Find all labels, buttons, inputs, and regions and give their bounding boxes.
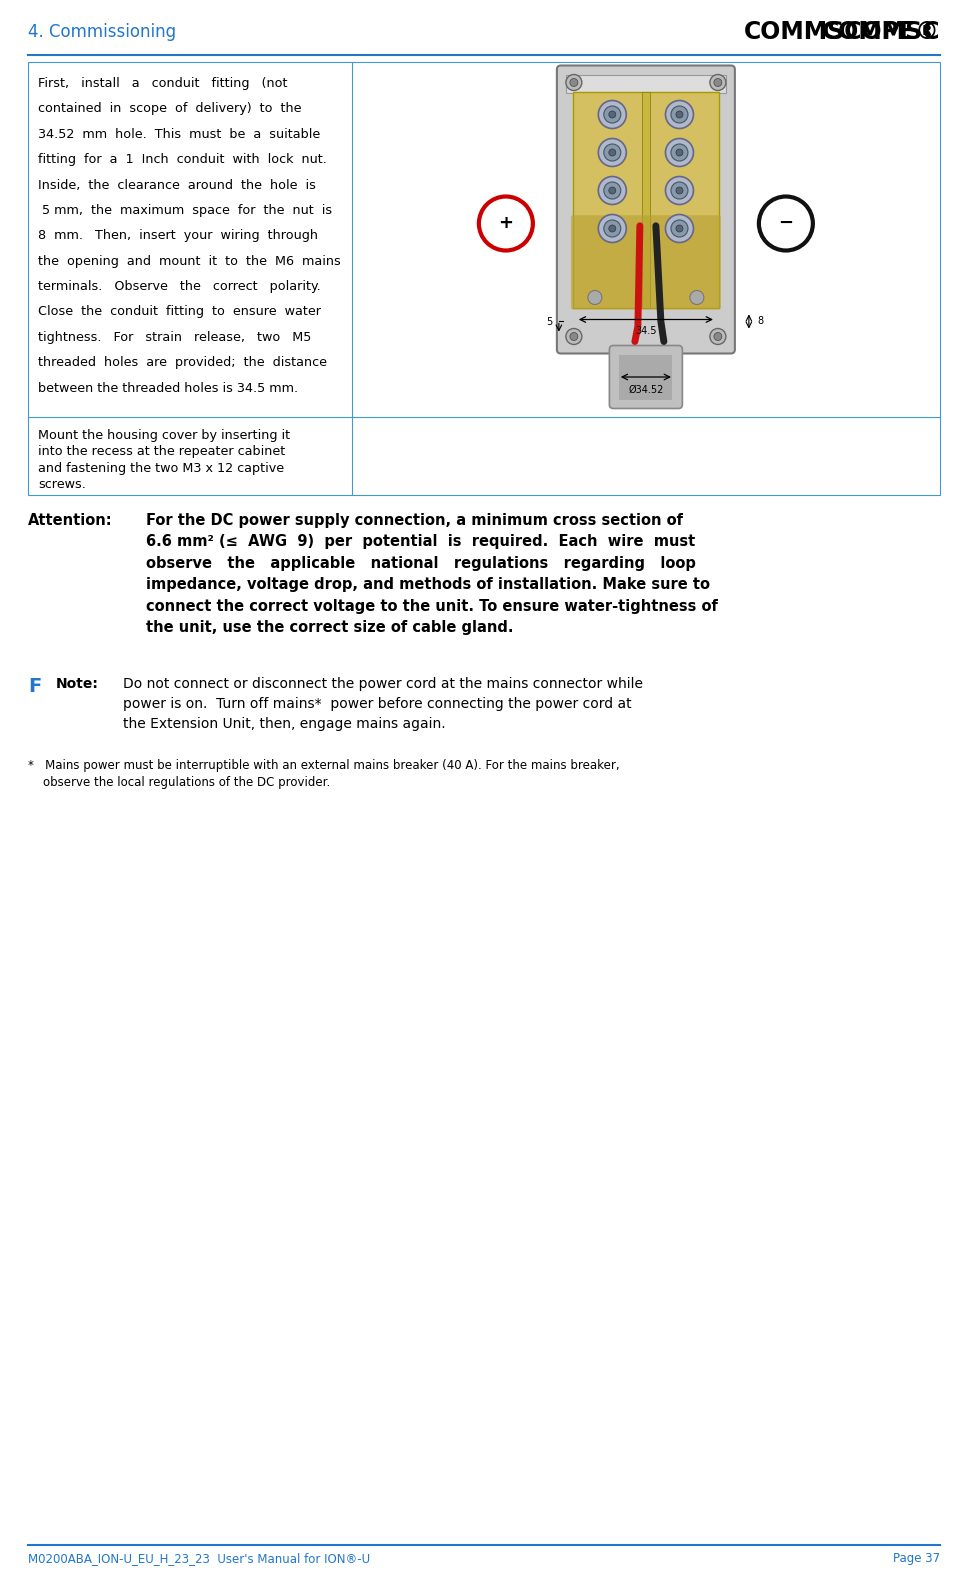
Text: Attention:: Attention:	[28, 513, 112, 528]
Text: between the threaded holes is 34.5 mm.: between the threaded holes is 34.5 mm.	[38, 381, 298, 395]
FancyBboxPatch shape	[610, 345, 682, 408]
Text: 8  mm.   Then,  insert  your  wiring  through: 8 mm. Then, insert your wiring through	[38, 230, 318, 243]
Text: the unit, use the correct size of cable gland.: the unit, use the correct size of cable …	[146, 621, 513, 635]
Text: +: +	[499, 214, 513, 232]
Circle shape	[671, 106, 688, 123]
Circle shape	[665, 101, 693, 129]
Circle shape	[598, 176, 626, 205]
Text: *   Mains power must be interruptible with an external mains breaker (40 A). For: * Mains power must be interruptible with…	[28, 759, 620, 772]
Text: 6.6 mm² (≤  AWG  9)  per  potential  is  required.  Each  wire  must: 6.6 mm² (≤ AWG 9) per potential is requi…	[146, 534, 695, 550]
Text: observe the local regulations of the DC provider.: observe the local regulations of the DC …	[28, 776, 330, 789]
Circle shape	[713, 332, 722, 340]
Circle shape	[759, 197, 813, 250]
Text: connect the correct voltage to the unit. To ensure water-tightness of: connect the correct voltage to the unit.…	[146, 598, 718, 614]
Circle shape	[609, 150, 616, 156]
Bar	[573, 93, 719, 307]
Circle shape	[671, 221, 688, 236]
Text: COMMSC: COMMSC	[822, 20, 940, 44]
Text: M0200ABA_ION-U_EU_H_23_23  User's Manual for ION®-U: M0200ABA_ION-U_EU_H_23_23 User's Manual …	[28, 1551, 370, 1566]
Text: fitting  for  a  1  Inch  conduit  with  lock  nut.: fitting for a 1 Inch conduit with lock n…	[38, 153, 327, 165]
Text: into the recess at the repeater cabinet: into the recess at the repeater cabinet	[38, 446, 286, 458]
Text: threaded  holes  are  provided;  the  distance: threaded holes are provided; the distanc…	[38, 356, 327, 369]
Text: Ø34.52: Ø34.52	[628, 384, 664, 395]
Circle shape	[609, 187, 616, 194]
Text: 34.5: 34.5	[635, 326, 656, 337]
Text: Do not connect or disconnect the power cord at the mains connector while: Do not connect or disconnect the power c…	[123, 677, 643, 691]
Circle shape	[710, 329, 726, 345]
Text: Inside,  the  clearance  around  the  hole  is: Inside, the clearance around the hole is	[38, 178, 316, 192]
Circle shape	[566, 74, 582, 90]
Circle shape	[570, 79, 578, 87]
Circle shape	[609, 225, 616, 232]
Circle shape	[676, 187, 683, 194]
Text: Mount the housing cover by inserting it: Mount the housing cover by inserting it	[38, 428, 290, 443]
Circle shape	[665, 176, 693, 205]
Circle shape	[713, 79, 722, 87]
Circle shape	[710, 74, 726, 90]
Text: COMMSCOPE®: COMMSCOPE®	[744, 20, 940, 44]
Circle shape	[665, 214, 693, 243]
Circle shape	[566, 329, 582, 345]
Circle shape	[598, 139, 626, 167]
Circle shape	[676, 225, 683, 232]
Text: First,   install   a   conduit   fitting   (not: First, install a conduit fitting (not	[38, 77, 287, 90]
Bar	[566, 74, 726, 93]
Text: F: F	[28, 677, 42, 696]
Text: −: −	[778, 214, 794, 232]
Text: terminals.   Observe   the   correct   polarity.: terminals. Observe the correct polarity.	[38, 280, 320, 293]
Circle shape	[676, 110, 683, 118]
Circle shape	[690, 290, 704, 304]
Circle shape	[588, 290, 602, 304]
Circle shape	[604, 183, 620, 198]
Text: the Extension Unit, then, engage mains again.: the Extension Unit, then, engage mains a…	[123, 717, 445, 731]
Circle shape	[604, 143, 620, 161]
Circle shape	[570, 332, 578, 340]
Text: 34.52  mm  hole.  This  must  be  a  suitable: 34.52 mm hole. This must be a suitable	[38, 128, 320, 140]
Text: screws.: screws.	[38, 479, 86, 491]
Text: 8: 8	[757, 317, 763, 326]
FancyBboxPatch shape	[557, 66, 735, 353]
Text: Close  the  conduit  fitting  to  ensure  water: Close the conduit fitting to ensure wate…	[38, 306, 321, 318]
Text: 5 mm,  the  maximum  space  for  the  nut  is: 5 mm, the maximum space for the nut is	[38, 203, 332, 217]
Circle shape	[604, 221, 620, 236]
Circle shape	[479, 197, 532, 250]
Text: and fastening the two M3 x 12 captive: and fastening the two M3 x 12 captive	[38, 461, 285, 476]
Text: contained  in  scope  of  delivery)  to  the: contained in scope of delivery) to the	[38, 102, 301, 115]
Text: impedance, voltage drop, and methods of installation. Make sure to: impedance, voltage drop, and methods of …	[146, 578, 710, 592]
Circle shape	[671, 143, 688, 161]
Text: 5: 5	[546, 317, 552, 326]
Text: For the DC power supply connection, a minimum cross section of: For the DC power supply connection, a mi…	[146, 513, 683, 528]
Text: Note:: Note:	[56, 677, 99, 691]
Bar	[620, 354, 673, 400]
Text: observe   the   applicable   national   regulations   regarding   loop: observe the applicable national regulati…	[146, 556, 696, 572]
FancyBboxPatch shape	[571, 216, 721, 310]
Circle shape	[676, 150, 683, 156]
Circle shape	[598, 101, 626, 129]
Text: tightness.   For   strain   release,   two   M5: tightness. For strain release, two M5	[38, 331, 312, 343]
Bar	[28, 61, 940, 495]
Circle shape	[665, 139, 693, 167]
Circle shape	[609, 110, 616, 118]
Circle shape	[598, 214, 626, 243]
Text: the  opening  and  mount  it  to  the  M6  mains: the opening and mount it to the M6 mains	[38, 255, 341, 268]
Circle shape	[671, 183, 688, 198]
Text: power is on.  Turn off mains*  power before connecting the power cord at: power is on. Turn off mains* power befor…	[123, 698, 632, 710]
Bar	[642, 93, 650, 307]
Text: 4. Commissioning: 4. Commissioning	[28, 24, 176, 41]
Text: Page 37: Page 37	[892, 1551, 940, 1566]
Circle shape	[604, 106, 620, 123]
